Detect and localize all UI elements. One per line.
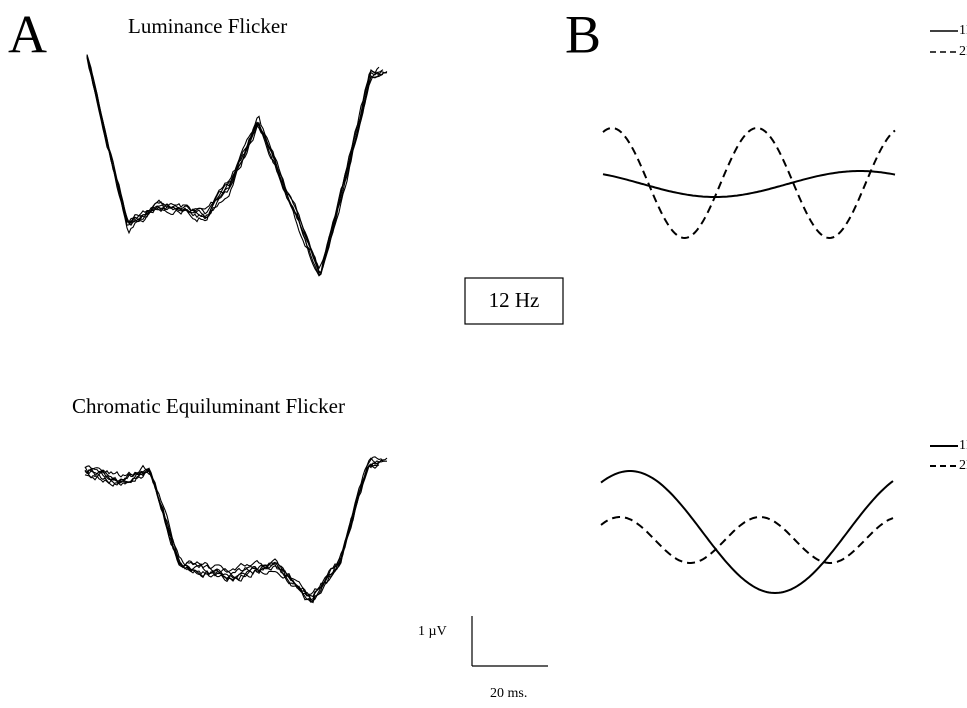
- waveform-trace: [86, 55, 384, 273]
- trace-title: Luminance Flicker: [128, 14, 287, 38]
- panel-label: A: [8, 4, 47, 64]
- frequency-box: [464, 277, 564, 325]
- model-waveform: [600, 470, 894, 595]
- waveform-trace: [84, 463, 380, 604]
- waveforms: [84, 54, 896, 604]
- trace-title: Chromatic Equiluminant Flicker: [72, 394, 345, 418]
- legend-label: 2F: [959, 458, 967, 473]
- waveform-trace: [86, 55, 384, 277]
- model-waveform: [600, 516, 894, 564]
- model-waveform: [602, 170, 896, 198]
- waveform-trace: [86, 57, 388, 276]
- waveform-trace: [86, 54, 380, 270]
- waveform-trace: [86, 55, 380, 274]
- scale-label: 1 µV: [418, 624, 447, 639]
- waveform-trace: [86, 56, 388, 274]
- frequency-label: 12 Hz: [489, 288, 540, 312]
- legend-label: 1F: [959, 438, 967, 453]
- waveform-trace: [84, 457, 388, 604]
- legend-label: 2F: [959, 44, 967, 59]
- legend-label: 1F: [959, 23, 967, 38]
- waveform-trace: [84, 460, 387, 602]
- scale-label: 20 ms.: [490, 686, 527, 701]
- model-waveform: [602, 126, 896, 240]
- waveform-trace: [84, 456, 384, 598]
- panel-label: B: [565, 4, 601, 64]
